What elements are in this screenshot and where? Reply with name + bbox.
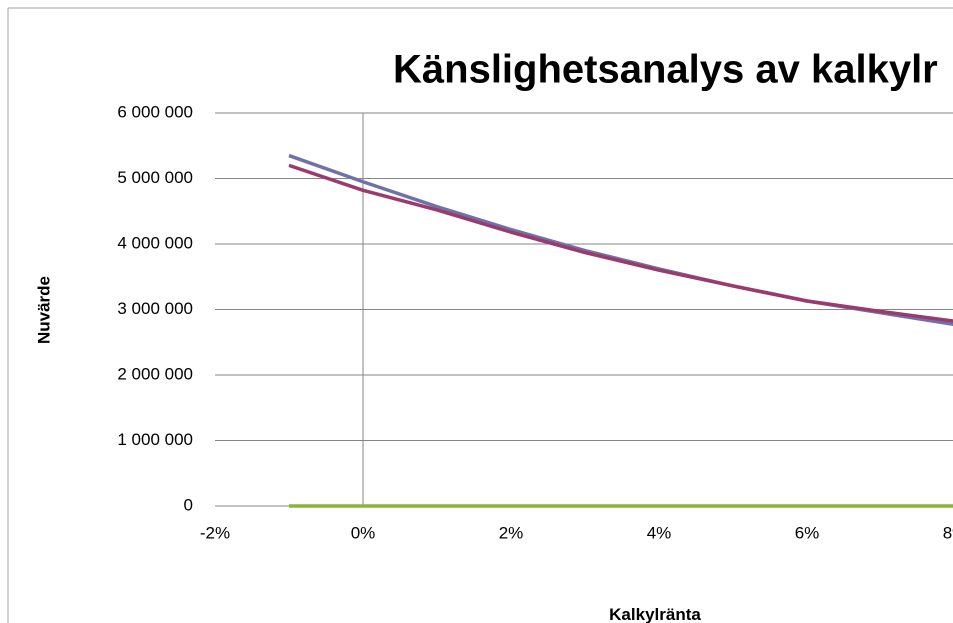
y-tick-label: 1 000 000 (117, 430, 193, 449)
series-line (288, 163, 953, 323)
y-tick-label: 3 000 000 (117, 299, 193, 318)
x-axis-title: Kalkylränta (609, 605, 701, 623)
x-tick-label: 6% (795, 523, 820, 542)
y-tick-label: 6 000 000 (117, 102, 193, 121)
y-tick-label: 5 000 000 (117, 168, 193, 187)
x-tick-label: 4% (647, 523, 672, 542)
y-tick-label: 2 000 000 (117, 364, 193, 383)
chart-title: Känslighetsanalys av kalkylr (393, 48, 938, 92)
series-line (288, 153, 953, 327)
x-tick-label: -2% (200, 523, 230, 542)
y-tick-label: 0 (184, 495, 193, 514)
y-tick-label: 4 000 000 (117, 233, 193, 252)
x-tick-label: 2% (499, 523, 524, 542)
x-tick-label: 0% (351, 523, 376, 542)
x-tick-label: 8% (943, 523, 953, 542)
y-axis-title: Nuvärde (34, 276, 53, 344)
